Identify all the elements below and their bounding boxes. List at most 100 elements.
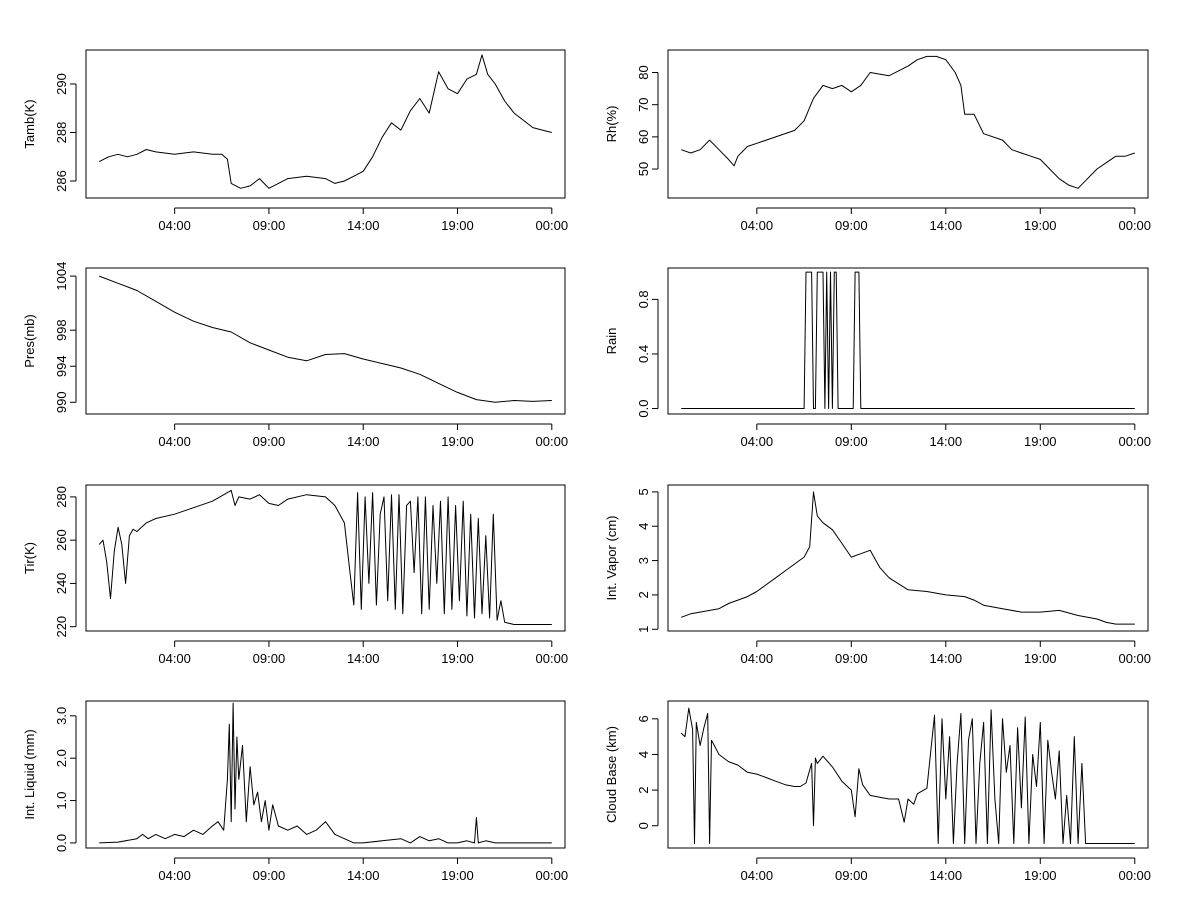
chart-rain: 04:00 09:00 14:00 19:00 00:00 0.0 0.4 0.8 Rain (604, 267, 1151, 449)
y-tick-label: 240 (54, 573, 69, 595)
x-tick-label: 09:00 (253, 434, 286, 449)
x-tick-label: 04:00 (741, 434, 774, 449)
x-tick-label: 14:00 (930, 218, 963, 233)
x-tick-label: 19:00 (441, 651, 474, 666)
chart-rh: 04:00 09:00 14:00 19:00 00:00 50 60 70 80 Rh(%) (604, 49, 1151, 233)
y-tick-label: 288 (54, 122, 69, 144)
x-tick-label: 14:00 (347, 434, 380, 449)
x-tick-label: 09:00 (253, 651, 286, 666)
chart-int-vapor-cm: 04:00 09:00 14:00 19:00 00:00 1 2 3 4 5 Int. Vapor… (604, 484, 1151, 666)
series-line-cloud-base-km (680, 707, 1135, 844)
y-tick-label: 4 (636, 751, 651, 758)
y-axis-label: Tir(K) (22, 542, 37, 574)
plot-frame (85, 49, 566, 199)
y-axis-label: Rain (604, 328, 619, 355)
y-tick-label: 0.4 (636, 345, 651, 363)
x-tick-label: 00:00 (1118, 868, 1151, 883)
x-tick-label: 09:00 (253, 868, 286, 883)
y-tick-label: 4 (636, 523, 651, 530)
y-tick-label: 0.0 (54, 834, 69, 852)
x-tick-label: 09:00 (835, 868, 868, 883)
x-tick-label: 00:00 (536, 868, 569, 883)
plot-frame (667, 484, 1149, 632)
y-tick-label: 0.8 (636, 290, 651, 308)
series-line-tamb-k (98, 54, 552, 189)
x-tick-label: 09:00 (835, 651, 868, 666)
y-tick-label: 0.0 (636, 400, 651, 418)
x-tick-label: 09:00 (835, 218, 868, 233)
x-tick-label: 09:00 (253, 218, 286, 233)
y-tick-label: 990 (54, 391, 69, 413)
chart-pres-mb: 04:00 09:00 14:00 19:00 00:00 990 994 998 1004 Pr… (22, 262, 568, 449)
plot-frame (667, 700, 1149, 849)
x-tick-label: 00:00 (1118, 651, 1151, 666)
y-tick-label: 5 (636, 488, 651, 495)
x-tick-label: 19:00 (1024, 651, 1057, 666)
y-axis-label: Cloud Base (km) (604, 726, 619, 823)
x-tick-label: 14:00 (930, 434, 963, 449)
series-line-int-vapor-cm (681, 491, 1135, 625)
series-line-rh (681, 55, 1135, 189)
x-tick-label: 14:00 (347, 868, 380, 883)
y-tick-label: 3.0 (54, 707, 69, 725)
y-tick-label: 1.0 (54, 792, 69, 810)
x-tick-label: 00:00 (1118, 434, 1151, 449)
y-axis-label: Rh(%) (604, 106, 619, 143)
x-tick-label: 19:00 (441, 434, 474, 449)
y-tick-label: 1004 (54, 262, 69, 291)
x-tick-label: 14:00 (347, 651, 380, 666)
chart-cloud-base-km: 04:00 09:00 14:00 19:00 00:00 0 2 4 6 Cloud Base … (604, 700, 1151, 883)
x-tick-label: 19:00 (1024, 218, 1057, 233)
x-tick-label: 04:00 (158, 651, 191, 666)
series-line-int-liquid-mm (99, 702, 552, 844)
y-tick-label: 2 (636, 786, 651, 793)
y-tick-label: 286 (54, 170, 69, 192)
y-axis-label: Tamb(K) (22, 99, 37, 148)
y-axis-label: Int. Vapor (cm) (604, 515, 619, 600)
series-line-tir-k (98, 489, 552, 625)
plot-frame (85, 484, 566, 632)
x-tick-label: 04:00 (158, 868, 191, 883)
y-tick-label: 6 (636, 715, 651, 722)
y-tick-label: 0 (636, 822, 651, 829)
y-tick-label: 50 (636, 162, 651, 176)
y-tick-label: 3 (636, 557, 651, 564)
x-tick-label: 09:00 (835, 434, 868, 449)
y-tick-label: 998 (54, 319, 69, 341)
x-tick-label: 19:00 (441, 218, 474, 233)
y-tick-label: 60 (636, 130, 651, 144)
y-tick-label: 2.0 (54, 749, 69, 767)
y-axis-label: Int. Liquid (mm) (22, 729, 37, 819)
plot-frame (667, 267, 1149, 415)
x-tick-label: 04:00 (741, 218, 774, 233)
chart-tamb-k: 04:00 09:00 14:00 19:00 00:00 286 288 290 Tamb(K… (22, 49, 569, 233)
y-tick-label: 994 (54, 355, 69, 377)
x-tick-label: 19:00 (1024, 868, 1057, 883)
x-tick-label: 19:00 (441, 868, 474, 883)
series-line-rain (681, 271, 1135, 409)
y-tick-label: 260 (54, 529, 69, 551)
x-tick-label: 04:00 (741, 868, 774, 883)
chart-tir-k: 04:00 09:00 14:00 19:00 00:00 220 240 260 280 Tir… (22, 484, 569, 666)
x-tick-label: 00:00 (536, 218, 569, 233)
y-tick-label: 80 (636, 65, 651, 79)
y-tick-label: 220 (54, 616, 69, 638)
x-tick-label: 00:00 (536, 434, 569, 449)
x-tick-label: 19:00 (1024, 434, 1057, 449)
plot-frame (85, 267, 566, 415)
y-tick-label: 280 (54, 486, 69, 508)
x-tick-label: 04:00 (158, 218, 191, 233)
x-tick-label: 04:00 (158, 434, 191, 449)
x-tick-label: 04:00 (741, 651, 774, 666)
plot-frame (85, 700, 566, 849)
y-axis-label: Pres(mb) (22, 314, 37, 367)
x-tick-label: 00:00 (536, 651, 569, 666)
x-tick-label: 00:00 (1118, 218, 1151, 233)
y-tick-label: 2 (636, 591, 651, 598)
chart-int-liquid-mm: 04:00 09:00 14:00 19:00 00:00 0.0 1.0 2.0 3.0 Int… (22, 700, 569, 883)
series-line-pres-mb (99, 275, 552, 403)
y-tick-label: 290 (54, 73, 69, 95)
plot-frame (667, 49, 1149, 199)
x-tick-label: 14:00 (930, 651, 963, 666)
